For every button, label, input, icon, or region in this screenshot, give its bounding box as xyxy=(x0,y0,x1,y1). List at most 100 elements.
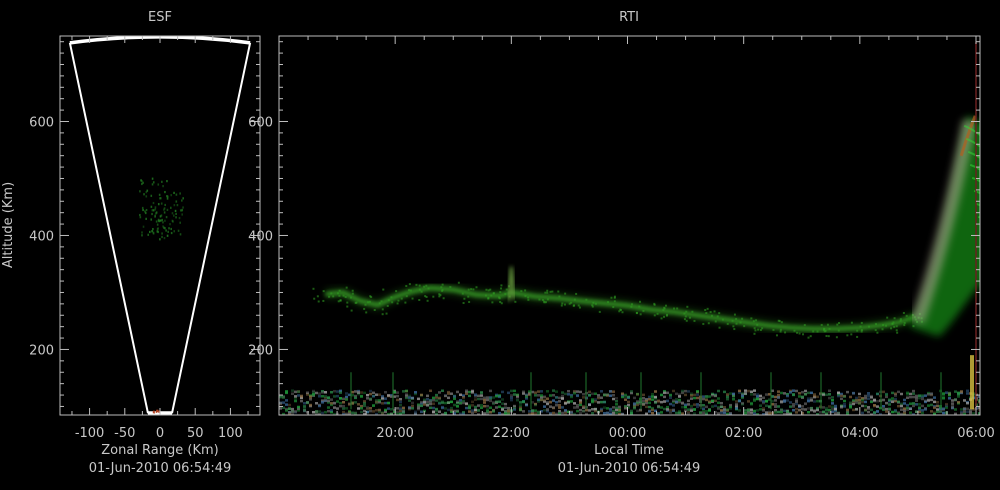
rti-clutter-cell xyxy=(906,391,909,395)
rti-clutter-cell xyxy=(678,411,681,415)
rti-clutter-cell xyxy=(849,395,852,399)
rti-clutter-cell xyxy=(735,405,738,409)
rti-clutter-cell xyxy=(837,394,840,398)
rti-clutter-cell xyxy=(726,397,729,401)
esf-echo-point xyxy=(164,203,166,207)
esf-echo-point xyxy=(154,208,157,211)
rti-layer-speckle xyxy=(779,328,782,331)
rti-clutter-cell xyxy=(396,394,399,398)
rti-clutter-cell xyxy=(852,408,855,412)
rti-clutter-cell xyxy=(717,405,720,409)
rti-clutter-cell xyxy=(543,398,546,402)
esf-echo-point xyxy=(145,217,147,220)
rti-data-layer xyxy=(279,42,1000,415)
rti-clutter-cell xyxy=(885,395,888,399)
rti-clutter-cell xyxy=(591,392,594,396)
rti-clutter-cell xyxy=(432,396,435,400)
rti-clutter-cell xyxy=(513,393,516,396)
rti-clutter-cell xyxy=(357,407,360,410)
rti-layer-speckle xyxy=(613,296,616,299)
rti-clutter-cell xyxy=(279,407,282,410)
rti-clutter-cell xyxy=(327,409,330,413)
rti-layer-speckle xyxy=(411,297,414,300)
rti-clutter-cell xyxy=(468,390,471,394)
rti-layer-speckle xyxy=(892,321,895,324)
rti-clutter-cell xyxy=(318,392,321,395)
rti-layer-speckle xyxy=(846,334,849,337)
rti-clutter-cell xyxy=(783,392,786,395)
rti-clutter-cell xyxy=(378,408,381,412)
esf-echo-point xyxy=(181,209,183,212)
rti-layer-speckle xyxy=(691,310,694,313)
rti-clutter-cell xyxy=(855,408,858,411)
rti-clutter-cell xyxy=(651,395,654,398)
rti-x-tick-label: 06:00 xyxy=(957,426,994,441)
rti-layer-speckle xyxy=(876,331,879,334)
rti-layer-speckle xyxy=(344,295,347,298)
rti-clutter-cell xyxy=(456,401,459,405)
rti-clutter-cell xyxy=(786,394,789,398)
rti-clutter-cell xyxy=(831,405,834,409)
rti-clutter-cell xyxy=(279,402,282,405)
rti-clutter-cell xyxy=(759,397,762,401)
rti-clutter-cell xyxy=(483,404,486,408)
rti-clutter-cell xyxy=(633,404,636,408)
rti-clutter-cell xyxy=(459,399,462,402)
rti-plume-streak xyxy=(984,256,1000,301)
rti-clutter-cell xyxy=(792,403,795,406)
rti-clutter-cell xyxy=(663,391,666,395)
rti-clutter-cell xyxy=(399,412,402,415)
rti-clutter-cell xyxy=(531,390,534,394)
rti-clutter-cell xyxy=(375,400,378,404)
rti-clutter-cell xyxy=(660,406,663,409)
esf-echo-point xyxy=(152,209,155,212)
rti-clutter-cell xyxy=(909,411,912,414)
rti-clutter-cell xyxy=(750,393,753,396)
rti-clutter-cell xyxy=(429,398,432,402)
rti-clutter-cell xyxy=(792,389,795,392)
rti-clutter-cell xyxy=(705,405,708,409)
rti-clutter-cell xyxy=(540,410,543,413)
rti-clutter-cell xyxy=(693,396,696,400)
rti-clutter-cell xyxy=(450,400,453,404)
rti-layer-speckle xyxy=(778,320,781,323)
rti-clutter-cell xyxy=(282,401,285,404)
rti-clutter-cell xyxy=(462,396,465,399)
rti-clutter-cell xyxy=(411,404,414,408)
rti-clutter-cell xyxy=(864,408,867,412)
rti-clutter-streak xyxy=(585,372,587,410)
rti-clutter-cell xyxy=(768,393,771,396)
rti-clutter-cell xyxy=(573,390,576,394)
rti-clutter-cell xyxy=(969,412,972,415)
rti-layer-speckle xyxy=(850,321,853,324)
rti-clutter-cell xyxy=(300,399,303,403)
rti-clutter-cell xyxy=(924,408,927,411)
esf-x-tick-label: -100 xyxy=(75,426,105,441)
rti-layer-speckle xyxy=(893,317,896,320)
rti-clutter-cell xyxy=(618,413,621,415)
rti-clutter-cell xyxy=(285,390,288,393)
rti-clutter-cell xyxy=(597,394,600,397)
rti-clutter-cell xyxy=(396,398,399,402)
rti-clutter-cell xyxy=(528,390,531,393)
esf-echo-point xyxy=(162,185,164,188)
rti-clutter-cell xyxy=(645,412,648,415)
rti-clutter-cell xyxy=(546,401,549,404)
rti-clutter-cell xyxy=(384,410,387,413)
rti-clutter-cell xyxy=(828,405,831,408)
rti-clutter-cell xyxy=(846,411,849,414)
rti-clutter-cell xyxy=(294,410,297,413)
rti-clutter-cell xyxy=(753,389,756,392)
rti-clutter-cell xyxy=(300,395,303,398)
rti-layer-speckle xyxy=(642,309,645,312)
rti-layer-speckle xyxy=(750,317,753,320)
rti-clutter-cell xyxy=(918,394,921,397)
rti-clutter-cell xyxy=(780,408,783,411)
rti-clutter-cell xyxy=(411,407,414,410)
rti-clutter-cell xyxy=(567,400,570,403)
rti-clutter-cell xyxy=(330,402,333,405)
rti-clutter-cell xyxy=(405,390,408,393)
rti-clutter-cell xyxy=(900,392,903,396)
rti-clutter-cell xyxy=(537,390,540,393)
rti-clutter-cell xyxy=(843,405,846,408)
